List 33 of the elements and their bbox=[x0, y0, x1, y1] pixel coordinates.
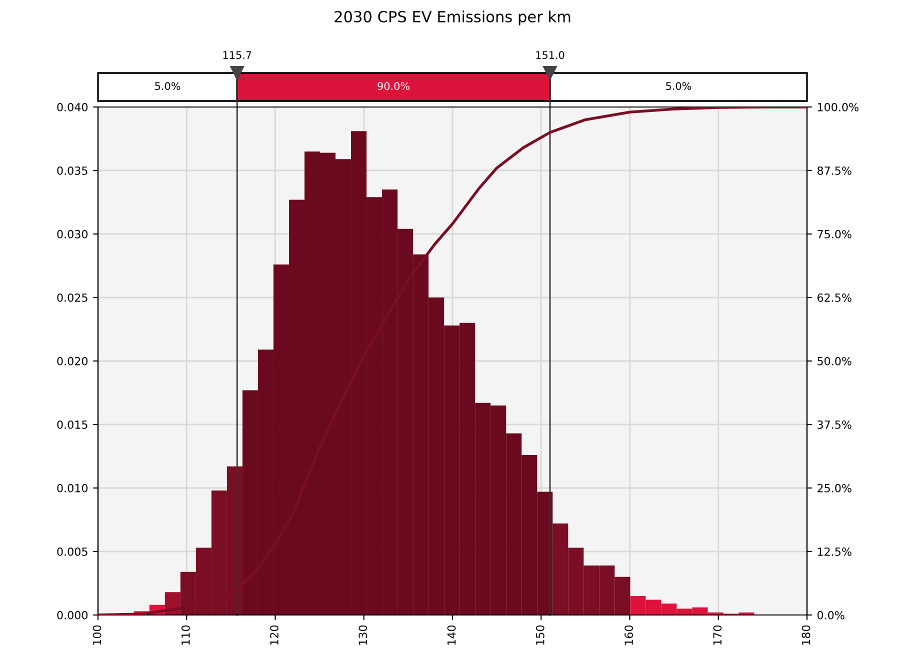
x-tick-label: 170 bbox=[713, 625, 722, 645]
y-tick-label: 0.000 bbox=[57, 610, 88, 620]
y2-tick-label: 25.0% bbox=[818, 484, 852, 492]
y2-tick-label: 0.0% bbox=[817, 610, 844, 620]
x-tick-label: 180 bbox=[802, 625, 810, 645]
y2-tick-label: 75.0% bbox=[818, 230, 852, 238]
text: 5.0% bbox=[155, 82, 180, 90]
y-tick-label: 0.035 bbox=[57, 166, 88, 175]
ref-line-label: 115.7 bbox=[223, 51, 252, 59]
x-tick-label: 150 bbox=[536, 625, 544, 645]
chart-title: 2030 CPS EV Emissions per km bbox=[334, 10, 570, 26]
x-tick-label: 120 bbox=[270, 625, 278, 645]
y-tick-label: 0.010 bbox=[57, 484, 88, 492]
ref-line-label: 151.0 bbox=[536, 51, 564, 59]
text: 5.0% bbox=[666, 82, 692, 90]
y2-tick-label: 100.0% bbox=[818, 102, 858, 112]
y-tick-label: 0.015 bbox=[57, 420, 88, 429]
y-tick-label: 0.030 bbox=[57, 230, 88, 238]
y2-tick-label: 12.5% bbox=[818, 547, 852, 556]
text: 90.0% bbox=[378, 82, 410, 90]
y-tick-label: 0.005 bbox=[57, 547, 88, 556]
y2-tick-label: 62.5% bbox=[818, 293, 852, 302]
y2-tick-label: 37.5% bbox=[818, 420, 852, 429]
x-tick-label: 160 bbox=[624, 625, 633, 645]
y-tick-label: 0.020 bbox=[57, 356, 88, 366]
x-tick-label: 140 bbox=[447, 625, 456, 645]
y-tick-label: 0.025 bbox=[57, 293, 88, 302]
y-tick-label: 0.040 bbox=[57, 102, 88, 112]
x-tick-label: 110 bbox=[181, 625, 190, 645]
x-tick-label: 130 bbox=[358, 625, 368, 645]
y2-tick-label: 87.5% bbox=[817, 166, 852, 175]
x-tick-label: 100 bbox=[92, 625, 102, 645]
y2-tick-label: 50.0% bbox=[818, 356, 852, 366]
